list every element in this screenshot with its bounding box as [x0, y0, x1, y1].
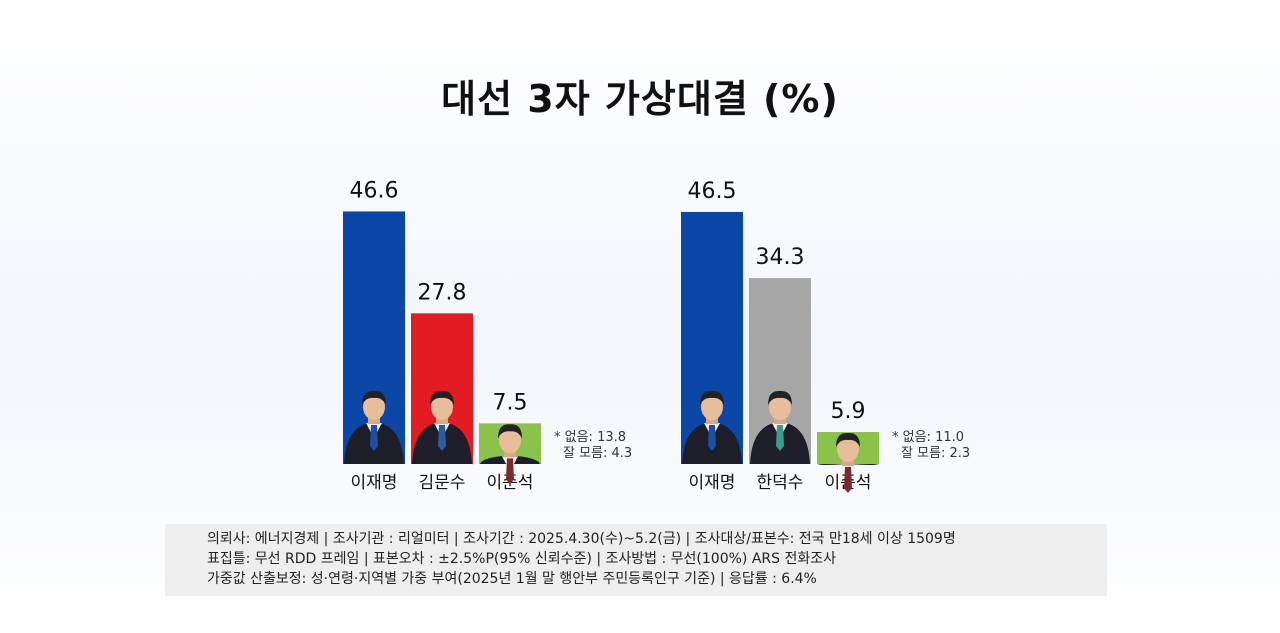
bar-value-label: 27.8: [418, 280, 467, 305]
other-responses-note: 잘 모름: 4.3: [563, 446, 632, 461]
candidate-photo-second-candidate: [750, 390, 810, 464]
bar-value-label: 7.5: [493, 390, 528, 415]
survey-info-line: 표집틀: 무선 RDD 프레임 | 표본오차 : ±2.5%P(95% 신뢰수준…: [207, 551, 836, 567]
candidate-photo-second-candidate: [412, 390, 472, 464]
candidate-photo-lee-junseok: [818, 432, 878, 494]
candidate-photo-lee-jaemyung: [344, 390, 404, 464]
survey-info-line: 가중값 산출보정: 성·연령·지역별 가중 부여(2025년 1월 말 행안부 …: [207, 571, 817, 587]
candidate-name-label: 이재명: [689, 473, 736, 493]
other-responses-note: * 없음: 13.8: [554, 430, 626, 445]
survey-info-line: 의뢰사: 에너지경제 | 조사기관 : 리얼미터 | 조사기간 : 2025.4…: [207, 531, 956, 547]
candidate-photo-lee-junseok: [480, 424, 540, 485]
candidate-name-label: 이재명: [351, 473, 398, 493]
candidate-photo-lee-jaemyung: [682, 390, 742, 464]
other-responses-note: * 없음: 11.0: [892, 430, 964, 445]
bar-value-label: 46.5: [688, 179, 737, 204]
other-responses-note: 잘 모름: 2.3: [901, 446, 970, 461]
chart-title: 대선 3자 가상대결 (%): [441, 77, 839, 121]
bar-value-label: 34.3: [756, 245, 805, 270]
bar-value-label: 46.6: [350, 178, 399, 203]
bar-value-label: 5.9: [831, 399, 866, 424]
candidate-name-label: 김문수: [419, 473, 466, 493]
survey-info-box: 의뢰사: 에너지경제 | 조사기관 : 리얼미터 | 조사기간 : 2025.4…: [165, 524, 1107, 596]
candidate-name-label: 한덕수: [757, 473, 804, 493]
